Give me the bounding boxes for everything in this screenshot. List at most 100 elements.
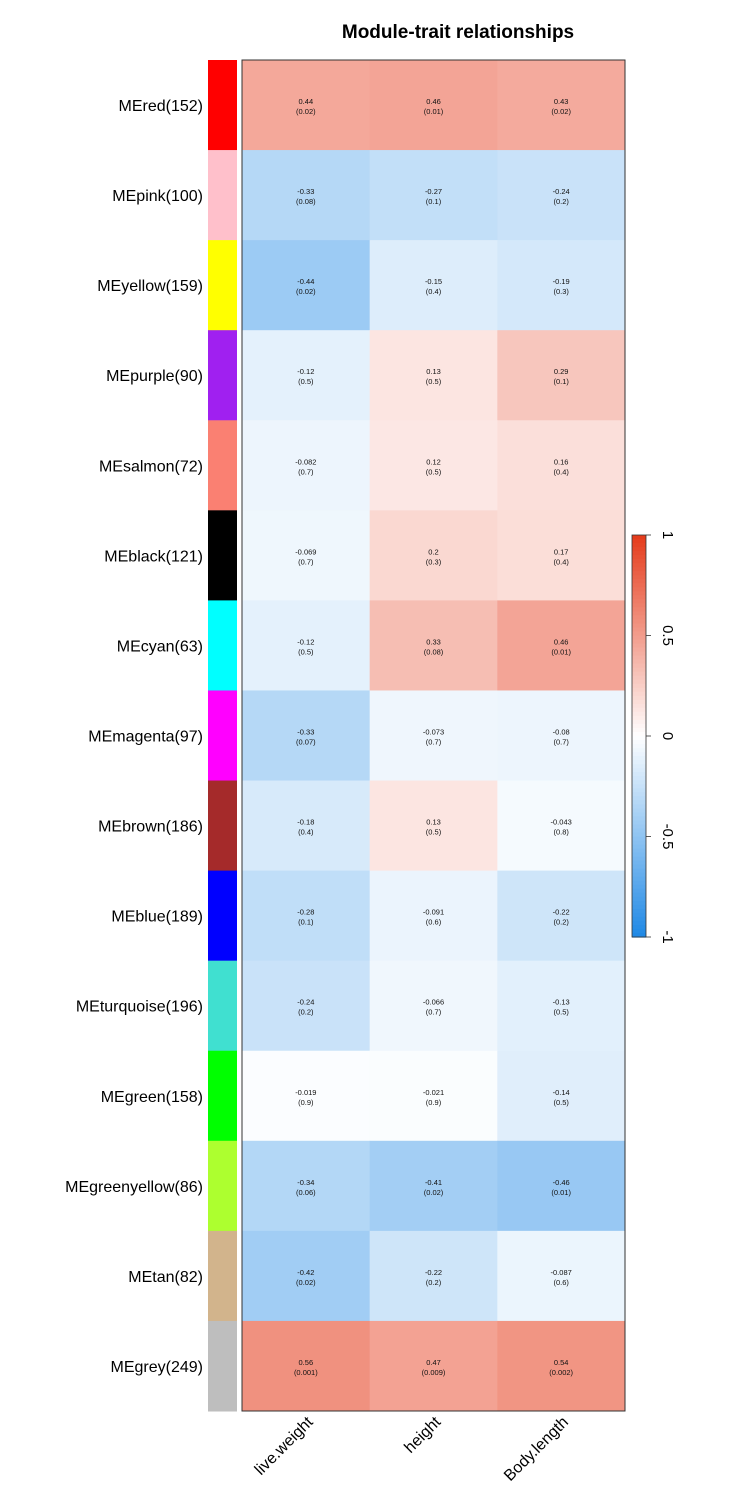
colorbar-segment (632, 723, 646, 729)
cell-correlation-label: -0.073 (423, 728, 444, 737)
colorbar-segment (632, 559, 646, 564)
cell-pvalue-label: (0.2) (553, 918, 569, 927)
colorbar-segment (632, 671, 646, 677)
colorbar-segment (632, 764, 646, 769)
module-color-swatch (208, 690, 237, 782)
heatmap-cell (369, 960, 498, 1052)
heatmap-cell (497, 240, 626, 331)
colorbar-segment (632, 571, 646, 576)
colorbar-segment (632, 535, 646, 540)
heatmap-cells: 0.44(0.02)0.46(0.01)0.43(0.02)-0.33(0.08… (242, 60, 626, 1412)
colorbar-segment (632, 651, 646, 657)
colorbar-segment (632, 776, 646, 781)
cell-correlation-label: 0.44 (299, 97, 314, 106)
heatmap-cell (242, 240, 371, 331)
cell-correlation-label: 0.33 (426, 637, 441, 646)
cell-correlation-label: -0.24 (553, 187, 570, 196)
module-color-swatch (208, 60, 237, 151)
colorbar-segment (632, 655, 646, 661)
cell-correlation-label: -0.08 (553, 728, 570, 737)
cell-correlation-label: -0.082 (295, 457, 316, 466)
cell-correlation-label: -0.27 (425, 187, 442, 196)
colorbar-segment (632, 683, 646, 689)
row-label: MEred(152) (119, 98, 203, 115)
cell-correlation-label: 0.13 (426, 818, 441, 827)
colorbar-segment (632, 856, 646, 862)
heatmap-cell (497, 1320, 626, 1412)
colorbar-segment (632, 715, 646, 721)
colorbar-segment (632, 555, 646, 560)
colorbar-segment (632, 719, 646, 725)
colorbar-segment (632, 824, 646, 830)
cell-pvalue-label: (0.3) (426, 557, 442, 566)
colorbar-segment (632, 780, 646, 785)
colorbar-segment (632, 820, 646, 826)
colorbar-segment (632, 828, 646, 834)
cell-pvalue-label: (0.1) (553, 377, 569, 386)
cell-pvalue-label: (0.02) (296, 107, 316, 116)
cell-correlation-label: -0.14 (553, 1088, 570, 1097)
row-label: MEgreenyellow(86) (65, 1179, 203, 1196)
cell-correlation-label: 0.2 (428, 547, 438, 556)
cell-pvalue-label: (0.2) (298, 1008, 314, 1017)
cell-pvalue-label: (0.009) (422, 1368, 446, 1377)
heatmap-cell (242, 780, 371, 872)
module-color-swatch (208, 240, 237, 331)
colorbar-segment (632, 727, 646, 733)
module-color-swatch (208, 1230, 237, 1322)
heatmap-cell (497, 330, 626, 421)
colorbar-segment (632, 816, 646, 822)
cell-correlation-label: -0.41 (425, 1178, 442, 1187)
heatmap-cell (242, 1140, 371, 1232)
colorbar-segment (632, 772, 646, 777)
row-label: MEpink(100) (112, 188, 203, 205)
colorbar-segment (632, 804, 646, 809)
colorbar-segment (632, 539, 646, 544)
colorbar-segment (632, 900, 646, 906)
heatmap-cell (497, 600, 626, 691)
cell-pvalue-label: (0.2) (553, 197, 569, 206)
heatmap-cell (242, 1230, 371, 1322)
cell-correlation-label: -0.24 (297, 998, 314, 1007)
cell-correlation-label: -0.33 (297, 728, 314, 737)
colorbar-segment (632, 740, 646, 745)
cell-correlation-label: -0.42 (297, 1268, 314, 1277)
colorbar-segment (632, 928, 646, 934)
colorbar-segment (632, 659, 646, 665)
heatmap-cell (497, 870, 626, 962)
column-labels: live.weight height Body.length (252, 1413, 572, 1484)
colorbar-segment (632, 707, 646, 713)
colorbar-segment (632, 896, 646, 902)
module-color-swatch (208, 960, 237, 1052)
cell-correlation-label: -0.091 (423, 908, 444, 917)
colorbar-segment (632, 695, 646, 701)
colorbar-segment (632, 615, 646, 621)
heatmap-cell (242, 150, 371, 241)
colorbar-segment (632, 547, 646, 552)
cell-correlation-label: -0.021 (423, 1088, 444, 1097)
module-color-swatch (208, 150, 237, 241)
colorbar-segment (632, 800, 646, 805)
column-label: Body.length (501, 1414, 572, 1485)
heatmap-cell (369, 60, 498, 151)
cell-correlation-label: 0.13 (426, 367, 441, 376)
colorbar-segment (632, 848, 646, 854)
cell-pvalue-label: (0.07) (296, 738, 316, 747)
colorbar-segment (632, 904, 646, 910)
colorbar-segment (632, 587, 646, 592)
cell-pvalue-label: (0.6) (426, 918, 442, 927)
colorbar-segment (632, 808, 646, 813)
cell-pvalue-label: (0.01) (551, 647, 571, 656)
cell-correlation-label: -0.22 (425, 1268, 442, 1277)
cell-pvalue-label: (0.06) (296, 1188, 316, 1197)
colorbar-segment (632, 864, 646, 870)
colorbar-segment (632, 607, 646, 612)
module-color-swatch (208, 1320, 237, 1412)
colorbar-segment (632, 736, 646, 741)
colorbar-segment (632, 852, 646, 858)
cell-pvalue-label: (0.02) (296, 287, 316, 296)
colorbar-segment (632, 703, 646, 709)
cell-pvalue-label: (0.5) (426, 377, 442, 386)
module-color-swatch (208, 330, 237, 421)
heatmap-cell (369, 240, 498, 331)
